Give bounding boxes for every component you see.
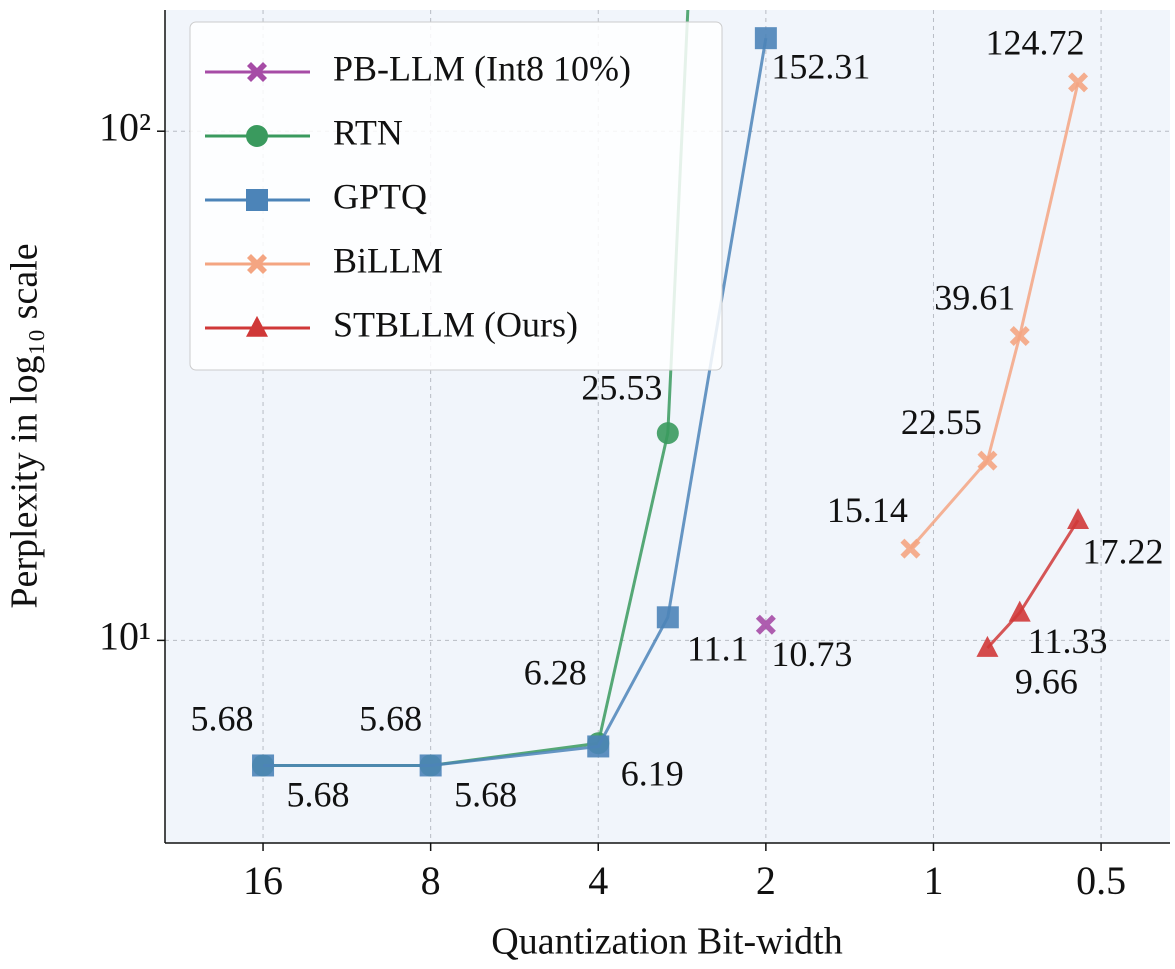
marker	[1008, 600, 1031, 622]
marker	[247, 62, 267, 82]
marker	[656, 422, 679, 445]
x-tick-label: 4	[588, 858, 608, 903]
data-label: 6.28	[524, 653, 587, 693]
data-label: 5.68	[454, 775, 517, 815]
marker	[246, 125, 268, 147]
legend-label: PB-LLM (Int8 10%)	[333, 48, 631, 88]
marker	[587, 735, 610, 758]
marker	[1009, 325, 1030, 346]
x-tick-label: 8	[421, 858, 441, 903]
marker	[754, 27, 777, 50]
data-label: 5.68	[287, 775, 350, 815]
x-axis-title: Quantization Bit-width	[491, 921, 842, 963]
legend-label: RTN	[333, 112, 403, 152]
marker	[252, 754, 275, 777]
y-tick-label: 10²	[99, 104, 151, 149]
data-label: 15.14	[827, 490, 908, 530]
data-label: 17.22	[1083, 531, 1164, 571]
data-label: 10.73	[771, 634, 852, 674]
data-label: 152.31	[771, 46, 870, 86]
x-tick-label: 2	[756, 858, 776, 903]
x-tick-label: 0.5	[1076, 858, 1126, 903]
data-label: 22.55	[901, 402, 982, 442]
marker	[1067, 508, 1090, 529]
legend-box	[189, 21, 723, 371]
legend-label: GPTQ	[333, 176, 427, 216]
marker	[419, 754, 442, 777]
marker	[246, 189, 268, 211]
series-line	[909, 82, 1080, 550]
x-tick-label: 16	[243, 858, 283, 903]
marker	[976, 635, 999, 657]
data-label: 11.1	[687, 629, 749, 669]
data-label: 6.19	[621, 754, 684, 794]
y-axis-title: Perplexity in log₁₀ scale	[4, 243, 46, 608]
y-tick-label: 10¹	[99, 614, 151, 659]
marker	[977, 450, 998, 471]
data-label: 11.33	[1028, 621, 1108, 661]
data-label: 5.68	[191, 699, 254, 739]
legend-label: STBLLM (Ours)	[333, 304, 578, 344]
data-label: 9.66	[1015, 661, 1078, 701]
marker	[656, 606, 679, 629]
data-label: 124.72	[986, 23, 1085, 63]
x-tick-label: 1	[923, 858, 943, 903]
marker	[900, 538, 921, 559]
marker	[247, 254, 267, 274]
legend-label: BiLLM	[333, 240, 443, 280]
marker	[246, 315, 268, 337]
marker	[1068, 72, 1089, 93]
data-label: 5.68	[359, 699, 422, 739]
marker	[755, 614, 776, 635]
data-label: 39.61	[934, 277, 1015, 317]
data-label: 25.53	[581, 367, 662, 407]
